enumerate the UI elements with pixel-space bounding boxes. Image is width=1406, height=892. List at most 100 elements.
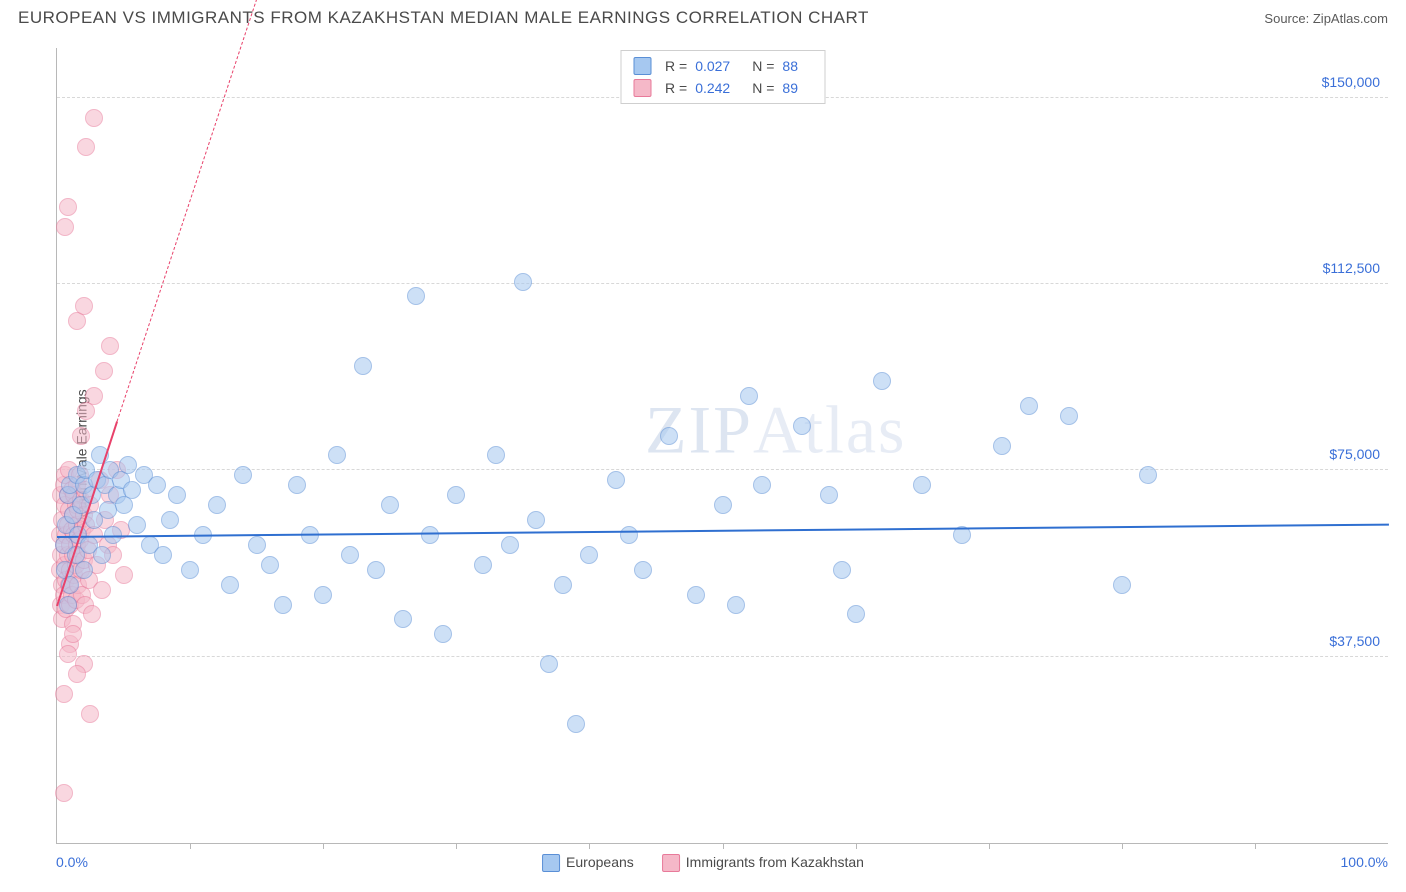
data-point — [660, 427, 678, 445]
data-point — [607, 471, 625, 489]
stats-legend: R = 0.027 N = 88 R = 0.242 N = 89 — [620, 50, 825, 104]
legend-swatch-europeans — [542, 854, 560, 872]
data-point — [1139, 466, 1157, 484]
x-tick — [190, 843, 191, 849]
data-point — [1060, 407, 1078, 425]
data-point — [501, 536, 519, 554]
chart-title: EUROPEAN VS IMMIGRANTS FROM KAZAKHSTAN M… — [18, 8, 869, 28]
data-point — [820, 486, 838, 504]
data-point — [56, 218, 74, 236]
x-tick — [456, 843, 457, 849]
data-point — [181, 561, 199, 579]
data-point — [354, 357, 372, 375]
x-tick — [856, 843, 857, 849]
data-point — [77, 138, 95, 156]
gridline-h — [57, 283, 1388, 284]
x-axis-min-label: 0.0% — [56, 854, 88, 870]
data-point — [487, 446, 505, 464]
data-point — [128, 516, 146, 534]
data-point — [59, 645, 77, 663]
data-point — [567, 715, 585, 733]
data-point — [407, 287, 425, 305]
x-tick — [1122, 843, 1123, 849]
data-point — [85, 109, 103, 127]
data-point — [93, 546, 111, 564]
data-point — [993, 437, 1011, 455]
x-axis-max-label: 100.0% — [1341, 854, 1388, 870]
swatch-europeans — [633, 57, 651, 75]
data-point — [161, 511, 179, 529]
data-point — [81, 705, 99, 723]
chart-container: Median Male Earnings ZIPAtlas R = 0.027 … — [18, 36, 1388, 882]
gridline-h — [57, 469, 1388, 470]
data-point — [314, 586, 332, 604]
chart-source: Source: ZipAtlas.com — [1264, 11, 1388, 26]
data-point — [527, 511, 545, 529]
data-point — [288, 476, 306, 494]
data-point — [328, 446, 346, 464]
data-point — [1113, 576, 1131, 594]
data-point — [261, 556, 279, 574]
data-point — [687, 586, 705, 604]
data-point — [95, 362, 113, 380]
y-tick-label: $150,000 — [1322, 74, 1380, 90]
data-point — [727, 596, 745, 614]
data-point — [59, 198, 77, 216]
data-point — [123, 481, 141, 499]
x-tick — [323, 843, 324, 849]
plot-area: ZIPAtlas R = 0.027 N = 88 R = 0.242 N = … — [56, 48, 1388, 844]
data-point — [83, 605, 101, 623]
x-tick — [589, 843, 590, 849]
data-point — [148, 476, 166, 494]
data-point — [154, 546, 172, 564]
data-point — [634, 561, 652, 579]
data-point — [367, 561, 385, 579]
data-point — [68, 665, 86, 683]
data-point — [1020, 397, 1038, 415]
data-point — [714, 496, 732, 514]
data-point — [474, 556, 492, 574]
data-point — [221, 576, 239, 594]
y-tick-label: $37,500 — [1329, 633, 1380, 649]
swatch-kazakhstan — [633, 79, 651, 97]
legend-item-kazakhstan: Immigrants from Kazakhstan — [662, 854, 864, 872]
data-point — [580, 546, 598, 564]
data-point — [620, 526, 638, 544]
legend-item-europeans: Europeans — [542, 854, 634, 872]
data-point — [274, 596, 292, 614]
trend-line-europeans — [57, 523, 1389, 537]
data-point — [394, 610, 412, 628]
data-point — [381, 496, 399, 514]
data-point — [554, 576, 572, 594]
x-tick — [723, 843, 724, 849]
data-point — [119, 456, 137, 474]
trend-line-dashed — [116, 0, 257, 422]
data-point — [168, 486, 186, 504]
data-point — [55, 685, 73, 703]
data-point — [740, 387, 758, 405]
legend-swatch-kazakhstan — [662, 854, 680, 872]
data-point — [873, 372, 891, 390]
data-point — [64, 625, 82, 643]
data-point — [55, 784, 73, 802]
data-point — [248, 536, 266, 554]
data-point — [421, 526, 439, 544]
watermark: ZIPAtlas — [645, 390, 907, 469]
data-point — [93, 581, 111, 599]
stats-row-europeans: R = 0.027 N = 88 — [633, 55, 812, 77]
data-point — [514, 273, 532, 291]
data-point — [85, 387, 103, 405]
data-point — [847, 605, 865, 623]
data-point — [75, 561, 93, 579]
data-point — [447, 486, 465, 504]
y-tick-label: $75,000 — [1329, 446, 1380, 462]
series-legend: Europeans Immigrants from Kazakhstan — [542, 854, 864, 872]
data-point — [234, 466, 252, 484]
data-point — [208, 496, 226, 514]
data-point — [793, 417, 811, 435]
data-point — [101, 337, 119, 355]
data-point — [75, 297, 93, 315]
data-point — [434, 625, 452, 643]
x-tick — [989, 843, 990, 849]
chart-header: EUROPEAN VS IMMIGRANTS FROM KAZAKHSTAN M… — [0, 0, 1406, 32]
